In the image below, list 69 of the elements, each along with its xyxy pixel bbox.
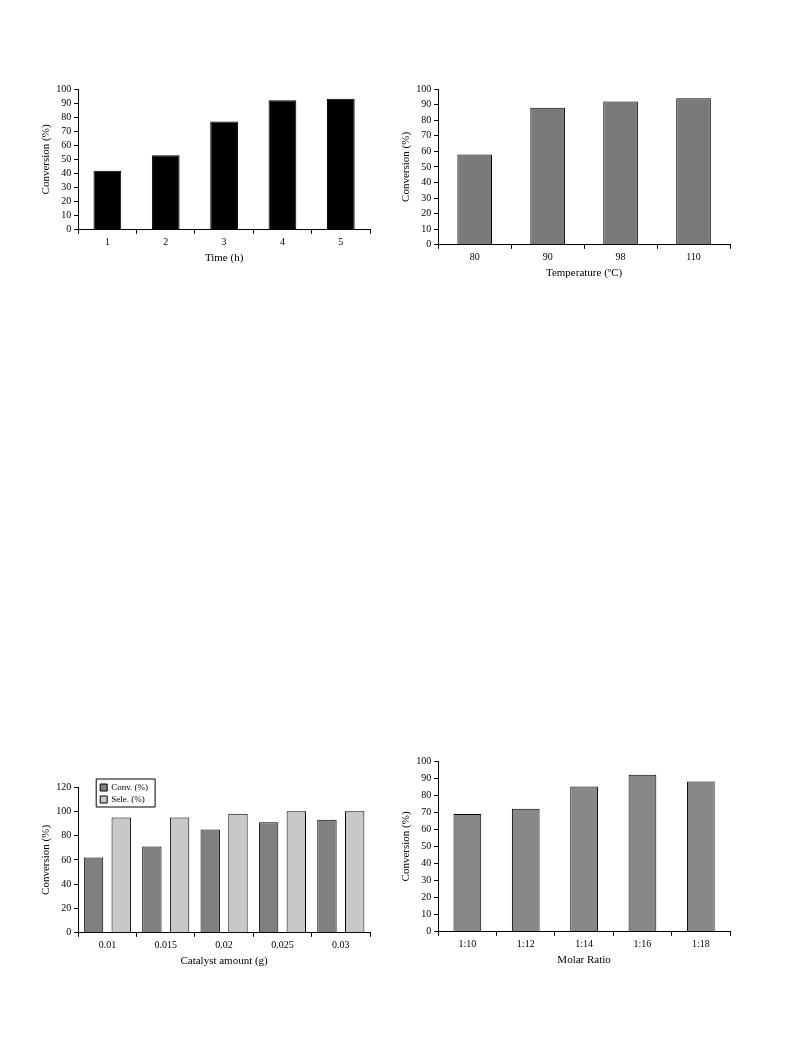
x-tick-label: 98 — [615, 251, 626, 263]
y-axis-title: Conversion (%) — [39, 824, 53, 895]
y-axis-title: Conversion (%) — [399, 811, 413, 882]
y-tick-label: 20 — [421, 207, 432, 219]
x-tick-label: 1:14 — [575, 938, 593, 950]
x-tick-label: 0.01 — [98, 939, 117, 951]
y-tick-label: 30 — [421, 874, 432, 886]
x-tick-label: 1:10 — [458, 938, 477, 950]
y-tick-label: 100 — [416, 754, 432, 766]
y-tick-label: 120 — [56, 780, 72, 792]
y-tick-label: 70 — [61, 124, 72, 136]
y-tick-label: 70 — [421, 129, 432, 141]
legend-label: Sele. (%) — [111, 794, 145, 805]
y-tick-label: 0 — [66, 926, 72, 938]
y-tick-label: 90 — [61, 96, 72, 108]
y-tick-label: 100 — [56, 82, 72, 94]
x-tick-label: 4 — [279, 236, 285, 248]
y-tick-label: 80 — [61, 829, 72, 841]
x-axis-title: Time (h) — [204, 251, 244, 265]
y-tick-label: 60 — [61, 853, 72, 865]
x-tick-label: 80 — [469, 251, 480, 263]
y-tick-label: 60 — [61, 138, 72, 150]
y-tick-label: 10 — [61, 209, 72, 221]
x-tick-label: 0.02 — [215, 939, 233, 951]
x-tick-label: 0.03 — [332, 939, 350, 951]
x-tick-label: 3 — [221, 236, 227, 248]
y-tick-label: 10 — [421, 908, 432, 920]
x-axis-title: Molar Ratio — [557, 953, 612, 966]
y-tick-label: 10 — [421, 222, 432, 234]
x-tick-label: 1:16 — [633, 938, 652, 950]
y-tick-label: 80 — [421, 113, 432, 125]
y-tick-label: 0 — [426, 925, 432, 937]
x-tick-label: 2 — [163, 236, 169, 248]
y-tick-label: 100 — [56, 804, 72, 816]
y-tick-label: 40 — [421, 176, 432, 188]
y-tick-label: 20 — [61, 195, 72, 207]
y-axis-title: Conversion (%) — [39, 124, 53, 195]
y-tick-label: 20 — [61, 902, 72, 914]
y-tick-label: 60 — [421, 822, 432, 834]
y-axis-title: Conversion (%) — [399, 131, 413, 202]
x-axis-title: Catalyst amount (g) — [180, 954, 269, 968]
y-tick-label: 40 — [421, 857, 432, 869]
y-tick-label: 0 — [426, 238, 432, 250]
y-tick-label: 70 — [421, 805, 432, 817]
y-tick-label: 30 — [421, 191, 432, 203]
x-tick-label: 110 — [686, 251, 701, 263]
legend-label: Conv. (%) — [111, 782, 149, 793]
y-tick-label: 60 — [421, 144, 432, 156]
y-tick-label: 40 — [61, 877, 72, 889]
x-tick-label: 1 — [104, 236, 110, 248]
x-tick-label: 5 — [338, 236, 344, 248]
x-axis-title: Temperature (ºC) — [545, 266, 623, 280]
x-tick-label: 1:12 — [516, 938, 535, 950]
y-tick-label: 90 — [421, 98, 432, 110]
y-tick-label: 90 — [421, 771, 432, 783]
y-tick-label: 50 — [421, 160, 432, 172]
x-tick-label: 0.015 — [154, 939, 177, 951]
y-tick-label: 20 — [421, 891, 432, 903]
x-tick-label: 90 — [542, 251, 553, 263]
y-tick-label: 0 — [66, 223, 72, 235]
y-tick-label: 30 — [61, 181, 72, 193]
y-tick-label: 80 — [61, 110, 72, 122]
y-tick-label: 50 — [421, 840, 432, 852]
x-tick-label: 1:18 — [691, 938, 710, 950]
y-tick-label: 40 — [61, 167, 72, 179]
y-tick-label: 50 — [61, 153, 72, 165]
y-tick-label: 80 — [421, 788, 432, 800]
y-tick-label: 100 — [416, 82, 432, 94]
x-tick-label: 0.025 — [271, 939, 294, 951]
